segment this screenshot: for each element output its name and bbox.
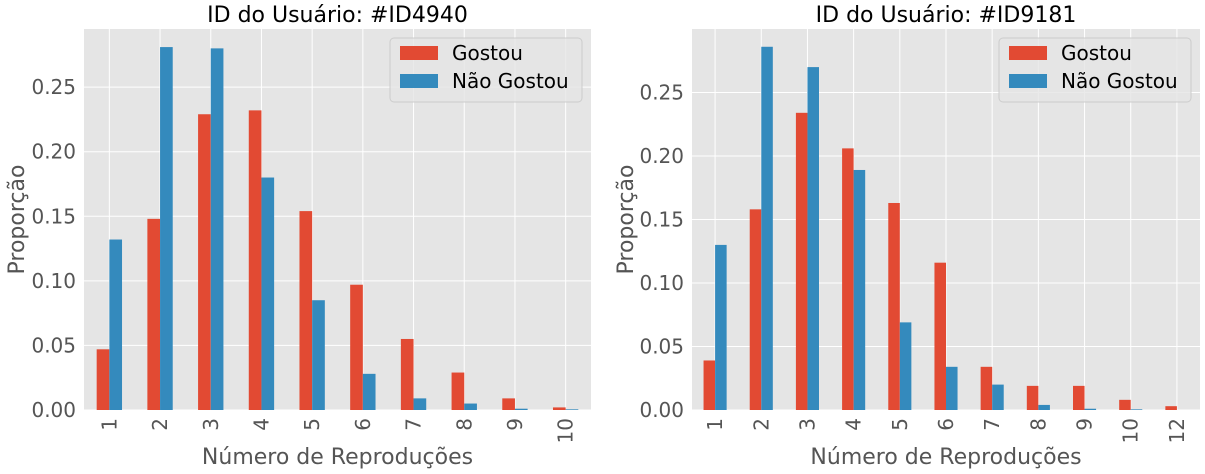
bar-gostou-7: [980, 366, 993, 410]
bar-gostou-4: [248, 110, 262, 411]
legend-swatch: [1009, 46, 1047, 60]
y-tick-label: 0.05: [639, 335, 684, 359]
legend-label: Gostou: [1061, 41, 1132, 65]
bar-gostou-12: [1165, 406, 1177, 410]
x-tick-label: 1: [703, 418, 727, 431]
x-tick-label: 4: [249, 418, 273, 431]
x-tick-label: 8: [1026, 418, 1050, 431]
bar-nao-gostou-9: [1084, 408, 1097, 410]
x-tick-label: 7: [980, 418, 1004, 431]
bar-nao-gostou-5: [312, 300, 325, 410]
x-axis-label: Número de Reproduções: [810, 445, 1081, 470]
bar-gostou-3: [795, 112, 808, 410]
x-tick-label: 10: [554, 418, 578, 443]
chart-title: ID do Usuário: #ID9181: [816, 3, 1077, 28]
bar-gostou-8: [451, 372, 465, 410]
x-tick-label: 12: [1165, 418, 1189, 443]
bar-nao-gostou-7: [413, 398, 427, 410]
bar-gostou-9: [502, 398, 515, 410]
x-tick-label: 3: [199, 418, 223, 431]
bar-gostou-1: [703, 360, 716, 410]
y-tick-label: 0.00: [639, 398, 684, 422]
bar-gostou-6: [934, 262, 946, 410]
bar-nao-gostou-2: [160, 47, 173, 410]
x-axis-label: Número de Reproduções: [202, 445, 473, 470]
x-tick-label: 5: [888, 418, 912, 431]
bar-gostou-3: [198, 114, 211, 411]
bar-nao-gostou-2: [761, 46, 773, 410]
x-tick-label: 6: [351, 418, 375, 431]
legend-swatch: [400, 74, 438, 88]
bar-nao-gostou-9: [514, 408, 528, 410]
bar-nao-gostou-10: [565, 409, 579, 410]
y-tick-label: 0.15: [31, 204, 76, 228]
x-tick-label: 4: [842, 418, 866, 431]
bar-gostou-1: [96, 349, 110, 410]
bar-gostou-5: [299, 211, 313, 410]
x-tick-label: 10: [1119, 418, 1143, 443]
bar-nao-gostou-6: [362, 373, 376, 410]
bar-gostou-5: [888, 202, 900, 410]
x-tick-label: 3: [795, 418, 819, 431]
bar-nao-gostou-1: [715, 244, 727, 410]
y-tick-label: 0.25: [639, 81, 684, 105]
legend-label: Não Gostou: [1061, 69, 1178, 93]
legend: Gostou Não Gostou: [389, 37, 583, 103]
bar-nao-gostou-10: [1130, 409, 1143, 410]
legend-swatch: [1009, 74, 1047, 88]
bar-nao-gostou-3: [210, 48, 224, 410]
legend-swatch: [400, 46, 438, 60]
bar-gostou-2: [749, 209, 762, 410]
bar-gostou-10: [552, 407, 566, 410]
x-tick-label: 6: [934, 418, 958, 431]
bar-nao-gostou-6: [946, 366, 958, 410]
chart-title: ID do Usuário: #ID4940: [207, 3, 468, 28]
bar-nao-gostou-3: [807, 67, 819, 410]
y-tick-label: 0.20: [639, 144, 684, 168]
bar-nao-gostou-4: [853, 169, 866, 410]
bar-nao-gostou-8: [1038, 404, 1050, 410]
bar-nao-gostou-1: [109, 239, 123, 410]
bar-nao-gostou-5: [899, 322, 912, 410]
x-tick-label: 2: [148, 418, 172, 431]
chart-1: 0.00 0.05 0.10 0.15 0.20 0.25 1 2 3 4 5 6 7 8 9 10 ID do…: [5, 3, 591, 470]
y-tick-label: 0.15: [639, 208, 684, 232]
y-axis-label: Proporção: [614, 165, 639, 275]
y-tick-label: 0.20: [31, 140, 76, 164]
chart-2: 0.000.050.100.150.200.251 2 3 4 5 6 7 8 9 10 12ID …: [614, 3, 1200, 470]
bar-gostou-7: [400, 338, 414, 410]
x-tick-label: 1: [97, 418, 121, 431]
y-tick-label: 0.25: [31, 75, 76, 99]
y-tick-label: 0.00: [31, 398, 76, 422]
y-axis-label: Proporção: [5, 165, 30, 275]
bar-nao-gostou-8: [464, 403, 477, 410]
x-tick-label: 9: [1073, 418, 1097, 431]
bar-nao-gostou-4: [261, 177, 275, 410]
bar-nao-gostou-7: [992, 384, 1004, 410]
legend-label: Gostou: [452, 41, 523, 65]
x-tick-label: 9: [503, 418, 527, 431]
bar-gostou-9: [1073, 385, 1085, 410]
y-tick-label: 0.10: [31, 269, 76, 293]
bar-gostou-4: [842, 148, 854, 410]
x-tick-label: 8: [452, 418, 476, 431]
bar-gostou-6: [350, 284, 363, 410]
legend: Gostou Não Gostou: [998, 37, 1192, 103]
x-tick-label: 5: [300, 418, 324, 431]
legend-label: Não Gostou: [452, 69, 569, 93]
x-tick-label: 7: [402, 418, 426, 431]
x-tick-label: 2: [749, 418, 773, 431]
bar-gostou-2: [147, 218, 161, 410]
y-tick-label: 0.05: [31, 333, 76, 357]
bar-gostou-10: [1119, 399, 1131, 410]
y-tick-label: 0.10: [639, 271, 684, 295]
bar-gostou-8: [1026, 385, 1039, 410]
